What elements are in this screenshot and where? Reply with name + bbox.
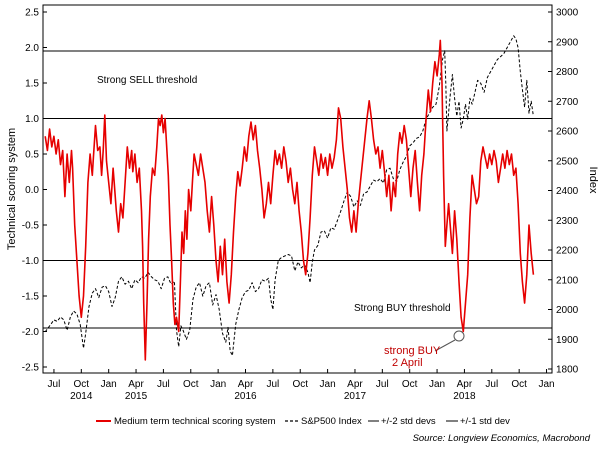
legend-label-1std: +/-1 std dev xyxy=(460,416,510,427)
x-year-label: 2015 xyxy=(125,391,148,402)
left-tick-label: 0.0 xyxy=(25,185,39,196)
x-tick-label: Oct xyxy=(402,379,418,390)
x-tick-label: Oct xyxy=(292,379,308,390)
legend-label-2std: +/-2 std devs xyxy=(381,416,436,427)
strong-buy-marker xyxy=(453,330,465,342)
left-tick-label: 0.5 xyxy=(25,150,39,161)
score-line xyxy=(44,39,535,361)
buy-threshold-label: Strong BUY threshold xyxy=(354,303,451,314)
right-tick-label: 2600 xyxy=(556,127,579,138)
x-tick-label: Apr xyxy=(128,379,144,390)
right-tick-label: 2400 xyxy=(556,186,579,197)
left-axis-ticks: 2.5 2.0 1.5 1.0 0.5 0.0 -0.5 -1.0 -1.5 -2.0 -2.5 xyxy=(22,8,47,374)
series-lines xyxy=(44,35,535,361)
x-tick-label: Oct xyxy=(511,379,527,390)
right-tick-label: 2800 xyxy=(556,67,579,78)
x-tick-label: Jul xyxy=(485,379,498,390)
right-tick-label: 2500 xyxy=(556,156,579,167)
right-tick-label: 2900 xyxy=(556,37,579,48)
x-axis-ticks: Jul Oct Jan Apr Jul Oct Jan Apr Jul Oct Jan Apr Jul O… xyxy=(48,369,555,402)
right-tick-label: 2200 xyxy=(556,246,579,257)
right-tick-label: 3000 xyxy=(556,8,579,19)
x-tick-label: Jul xyxy=(157,379,170,390)
x-tick-label: Oct xyxy=(183,379,199,390)
x-year-label: 2018 xyxy=(453,391,476,402)
x-tick-label: Jan xyxy=(429,379,445,390)
left-tick-label: -2.5 xyxy=(22,363,40,374)
left-tick-label: 1.0 xyxy=(25,114,39,125)
x-tick-label: Jan xyxy=(320,379,336,390)
left-axis-title: Technical scoring system xyxy=(6,128,18,250)
left-tick-label: -0.5 xyxy=(22,221,40,232)
x-tick-label: Jul xyxy=(376,379,389,390)
x-year-label: 2016 xyxy=(234,391,257,402)
legend-label-score: Medium term technical scoring system xyxy=(114,416,276,427)
left-tick-label: 2.0 xyxy=(25,43,39,54)
right-tick-label: 1800 xyxy=(556,365,579,376)
left-tick-label: -2.0 xyxy=(22,327,40,338)
legend-label-sp500: S&P500 Index xyxy=(301,416,362,427)
x-tick-label: Apr xyxy=(347,379,363,390)
strong-buy-callout xyxy=(434,339,456,352)
x-year-label: 2014 xyxy=(70,391,93,402)
left-tick-label: 2.5 xyxy=(25,8,39,19)
x-tick-label: Jan xyxy=(210,379,226,390)
right-tick-label: 2000 xyxy=(556,305,579,316)
right-axis-ticks: 3000 2900 2800 2700 2600 2500 2400 2300 2200 2100… xyxy=(548,8,579,376)
right-tick-label: 1900 xyxy=(556,335,579,346)
left-tick-label: -1.0 xyxy=(22,256,40,267)
right-tick-label: 2700 xyxy=(556,97,579,108)
x-tick-label: Apr xyxy=(457,379,473,390)
right-axis-title: Index xyxy=(587,167,599,194)
strong-buy-label-line2: 2 April xyxy=(392,357,423,369)
source-note: Source: Longview Economics, Macrobond xyxy=(413,433,591,444)
sp500-line xyxy=(44,35,534,357)
left-tick-label: 1.5 xyxy=(25,79,39,90)
right-tick-label: 2300 xyxy=(556,216,579,227)
sell-threshold-label: Strong SELL threshold xyxy=(97,75,197,86)
x-year-label: 2017 xyxy=(344,391,367,402)
right-tick-label: 2100 xyxy=(556,275,579,286)
x-tick-label: Jul xyxy=(48,379,61,390)
x-tick-label: Jan xyxy=(538,379,554,390)
left-tick-label: -1.5 xyxy=(22,292,40,303)
strong-buy-label-line1: strong BUY xyxy=(384,345,441,357)
x-tick-label: Jul xyxy=(266,379,279,390)
threshold-lines xyxy=(43,50,552,329)
x-tick-label: Jan xyxy=(101,379,117,390)
x-tick-label: Apr xyxy=(238,379,254,390)
x-tick-label: Oct xyxy=(74,379,90,390)
legend: Medium term technical scoring system S&P… xyxy=(96,416,510,427)
